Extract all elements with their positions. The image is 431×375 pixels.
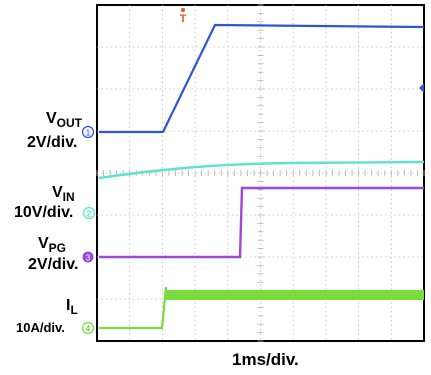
traces <box>98 23 425 330</box>
channel-3-badge: 3 <box>82 251 94 263</box>
trace-vpg <box>99 186 424 259</box>
trace-vout <box>99 23 425 134</box>
channel-1-scale: 2V/div. <box>27 134 78 151</box>
trigger-marker-label: T <box>180 13 187 25</box>
channel-4-name: I <box>66 297 71 314</box>
channel-1-number: 1 <box>86 129 91 138</box>
channel-1-name: V <box>45 110 57 127</box>
channel-4-sub: L <box>70 303 78 317</box>
channel-2-label: VIN <box>52 184 75 206</box>
channel-3-number: 3 <box>86 254 91 263</box>
channel-3-label: VPG <box>38 235 66 257</box>
channel-3-name: V <box>38 235 49 252</box>
channel-1-label: VOUT <box>38 110 82 132</box>
channel-4-number: 4 <box>86 325 91 334</box>
channel-3-sub: PG <box>48 241 67 255</box>
channel-2-badge: 2 <box>82 206 96 220</box>
channel-2-sub: IN <box>62 190 75 204</box>
channel-4-scale: 10A/div. <box>16 320 65 335</box>
channel-2-name: V <box>52 184 63 201</box>
channel-3-scale: 2V/div. <box>28 256 79 273</box>
channel-4-badge: 4 <box>81 321 95 335</box>
trace-vin <box>98 160 425 180</box>
trace-il-ripple <box>166 290 424 300</box>
trace-il-base <box>99 286 168 330</box>
channel-1-badge: 1 <box>81 125 95 139</box>
ch1-level-marker <box>419 83 424 93</box>
channel-2-number: 2 <box>87 210 92 219</box>
channel-2-scale: 10V/div. <box>14 204 74 221</box>
x-axis-label: 1ms/div. <box>232 350 299 369</box>
channel-4-label: IL <box>66 297 78 319</box>
channel-1-sub: OUT <box>56 116 82 130</box>
trigger-marker: T <box>180 8 187 25</box>
